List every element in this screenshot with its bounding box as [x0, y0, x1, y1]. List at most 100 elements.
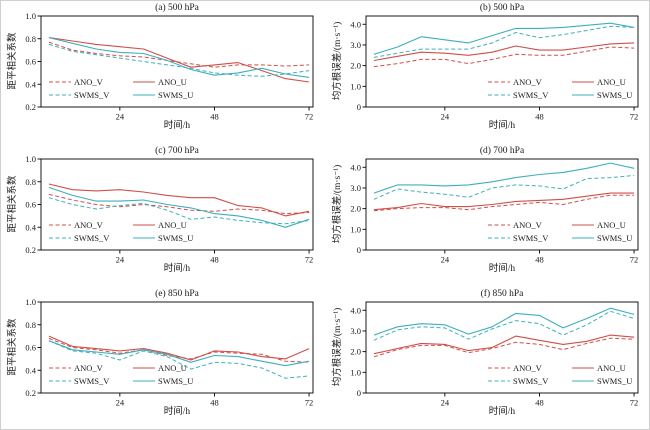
x-tick-label: 48 — [210, 398, 219, 408]
y-tick-label: 0.6 — [25, 57, 36, 67]
series-line-SWMS_V — [48, 43, 310, 77]
x-tick-label: 72 — [305, 255, 314, 265]
x-tick-label: 72 — [305, 398, 314, 408]
x-axis-label: 时间/h — [163, 407, 191, 417]
y-tick-label: 0.6 — [25, 343, 36, 353]
x-tick-label: 48 — [210, 255, 219, 265]
x-tick-label: 24 — [116, 398, 125, 408]
legend-label-ANO_U: ANO_U — [597, 77, 626, 87]
legend-label-SWMS_V: SWMS_V — [513, 90, 549, 100]
x-tick-label: 24 — [116, 112, 125, 122]
panel-f-850hpa-rmse: 0 1.0 2.0 3.0 4.0 24 48 72 ANO_V ANO_U SWMS_V SWMS_… — [326, 287, 650, 429]
plot-canvas-c: 0.2 0.4 0.6 0.8 1.0 24 48 72 ANO_V ANO_U SWMS_V SWM… — [25, 154, 314, 265]
series-line-ANO_V — [48, 337, 310, 363]
series-line-SWMS_V — [373, 310, 635, 341]
legend-label-SWMS_U: SWMS_U — [158, 90, 193, 100]
y-axis: 0 1.0 2.0 3.0 4.0 — [350, 162, 366, 255]
series-line-ANO_U — [373, 42, 635, 62]
y-tick-label: 0.4 — [25, 79, 36, 89]
y-tick-label: 1.0 — [350, 224, 361, 234]
y-tick-label: 0.8 — [25, 34, 36, 44]
legend: ANO_V ANO_U SWMS_V SWMS_U — [488, 77, 632, 100]
y-tick-label: 1.0 — [350, 81, 361, 91]
y-tick-label: 0.2 — [25, 245, 36, 255]
y-axis: 0 1.0 2.0 3.0 4.0 — [350, 19, 366, 112]
panel-title: (d) 700 hPa — [479, 146, 525, 156]
x-tick-label: 48 — [535, 112, 544, 122]
legend: ANO_V ANO_U SWMS_V SWMS_U — [488, 220, 632, 243]
legend-label-ANO_U: ANO_U — [158, 77, 187, 87]
legend-label-ANO_V: ANO_V — [74, 363, 104, 373]
legend-label-SWMS_U: SWMS_U — [158, 233, 193, 243]
y-tick-label: 0 — [357, 245, 361, 255]
legend-label-ANO_U: ANO_U — [158, 220, 187, 230]
legend-label-SWMS_U: SWMS_U — [158, 376, 193, 386]
x-tick-label: 48 — [210, 112, 219, 122]
legend-label-ANO_V: ANO_V — [513, 220, 543, 230]
y-tick-label: 3.0 — [350, 326, 361, 336]
series-line-SWMS_U — [373, 307, 635, 336]
x-axis: 24 48 72 — [441, 393, 638, 408]
panel-title: (f) 850 hPa — [480, 289, 524, 299]
panel-c-700hpa-acc: 0.2 0.4 0.6 0.8 1.0 24 48 72 ANO_V ANO_U SWMS_V SWM… — [1, 144, 326, 287]
x-axis: 24 48 72 — [441, 107, 638, 122]
panel-title: (c) 700 hPa — [155, 146, 199, 156]
legend-label-SWMS_V: SWMS_V — [74, 90, 110, 100]
legend-label-ANO_U: ANO_U — [597, 363, 626, 373]
legend: ANO_V ANO_U SWMS_V SWMS_U — [49, 220, 193, 243]
y-tick-label: 0.2 — [25, 388, 36, 398]
plot-box — [365, 158, 639, 251]
series-line-SWMS_U — [373, 22, 635, 55]
x-axis: 24 48 72 — [441, 250, 639, 265]
y-tick-label: 4.0 — [350, 162, 361, 172]
x-axis: 24 48 72 — [116, 393, 314, 408]
legend-label-SWMS_U: SWMS_U — [597, 376, 632, 386]
legend: ANO_V ANO_U SWMS_V SWMS_U — [488, 363, 632, 386]
panel-title: (b) 500 hPa — [479, 3, 525, 13]
series-line-ANO_V — [373, 337, 635, 358]
plot-canvas-b: 0 1.0 2.0 3.0 4.0 24 48 72 ANO_V ANO_U SWMS_V SWMS_… — [350, 15, 639, 122]
panel-e-850hpa-acc: 0.2 0.4 0.6 0.8 1.0 24 48 72 ANO_V ANO_U SWMS_V SWM… — [1, 287, 326, 429]
plot-canvas-f: 0 1.0 2.0 3.0 4.0 24 48 72 ANO_V ANO_U SWMS_V SWMS_… — [350, 301, 639, 408]
legend: ANO_V ANO_U SWMS_V SWMS_U — [49, 77, 193, 100]
x-axis: 24 48 72 — [116, 107, 314, 122]
y-axis: 0.2 0.4 0.6 0.8 1.0 — [25, 154, 41, 255]
x-tick-label: 72 — [630, 255, 639, 265]
y-tick-label: 0 — [357, 388, 361, 398]
series-line-ANO_V — [373, 194, 635, 212]
x-tick-label: 24 — [441, 255, 450, 265]
legend-label-SWMS_V: SWMS_V — [513, 233, 549, 243]
y-tick-label: 4.0 — [350, 19, 361, 29]
series-line-ANO_U — [48, 37, 310, 83]
x-tick-label: 72 — [305, 112, 314, 122]
panel-title: (e) 850 hPa — [155, 289, 199, 299]
x-axis: 24 48 72 — [116, 250, 314, 265]
plot-box — [365, 15, 639, 108]
y-tick-label: 0.6 — [25, 200, 36, 210]
y-tick-label: 1.0 — [25, 297, 36, 307]
y-tick-label: 0.4 — [25, 365, 36, 375]
series-line-ANO_V — [48, 193, 310, 215]
x-axis-label: 时间/h — [163, 121, 191, 131]
panel-d-700hpa-rmse: 0 1.0 2.0 3.0 4.0 24 48 72 ANO_V ANO_U SWMS_V SWMS_… — [326, 144, 650, 287]
series-line-SWMS_V — [48, 197, 310, 225]
series-line-ANO_U — [373, 334, 635, 355]
x-tick-label: 24 — [116, 255, 125, 265]
y-tick-label: 1.0 — [350, 367, 361, 377]
x-tick-label: 48 — [535, 255, 544, 265]
x-axis-label: 时间/h — [488, 407, 516, 417]
series-line-SWMS_V — [373, 25, 635, 58]
series-line-ANO_V — [373, 46, 635, 68]
series-line-ANO_U — [373, 192, 635, 211]
panel-b-500hpa-rmse: 0 1.0 2.0 3.0 4.0 24 48 72 ANO_V ANO_U SWMS_V SWMS_… — [326, 1, 650, 144]
x-axis-label: 时间/h — [488, 121, 516, 131]
plot-canvas-d: 0 1.0 2.0 3.0 4.0 24 48 72 ANO_V ANO_U SWMS_V SWMS_… — [350, 158, 639, 265]
y-tick-label: 3.0 — [350, 40, 361, 50]
series-line-SWMS_V — [48, 340, 310, 379]
panel-title: (a) 500 hPa — [155, 3, 199, 13]
legend-label-ANO_U: ANO_U — [597, 220, 626, 230]
x-tick-label: 48 — [535, 398, 544, 408]
y-tick-label: 0.8 — [25, 320, 36, 330]
y-tick-label: 0.2 — [25, 102, 36, 112]
legend-label-SWMS_V: SWMS_V — [74, 233, 110, 243]
